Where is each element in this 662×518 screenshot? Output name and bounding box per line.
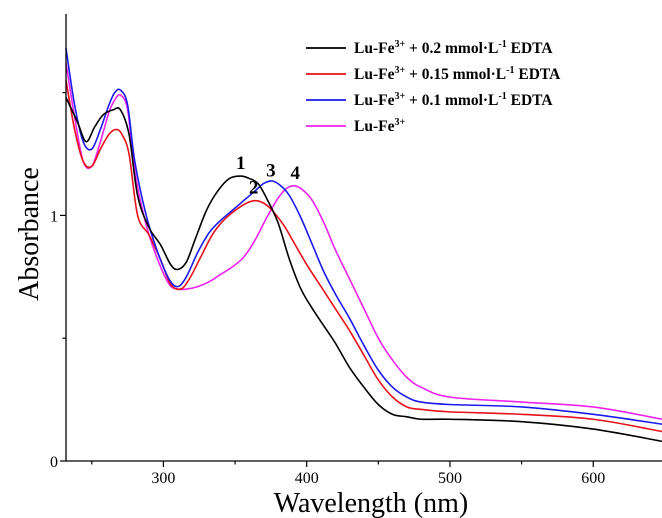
legend: Lu-Fe3+ + 0.2 mmol·L-1 EDTA Lu-Fe3+ + 0.1…	[306, 39, 561, 135]
x-tick-label: 600	[581, 470, 605, 487]
x-tick-label: 300	[151, 470, 175, 487]
legend-label-1: Lu-Fe3+ + 0.2 mmol·L-1 EDTA	[354, 39, 553, 57]
y-axis-title: Absorbance	[14, 167, 45, 301]
peak-label-1: 1	[236, 153, 246, 174]
x-tick-label: 500	[438, 470, 462, 487]
y-tick-label: 0	[50, 454, 58, 471]
plot-area	[65, 48, 662, 443]
x-axis-title: Wavelength (nm)	[274, 488, 468, 518]
peak-label-4: 4	[290, 163, 300, 184]
peak-annotations: 123 4	[236, 153, 300, 199]
peak-label-3: 3	[266, 160, 276, 181]
series-line-2	[65, 80, 662, 433]
series-line-4	[65, 62, 662, 421]
y-tick-label: 1	[50, 208, 58, 225]
legend-label-3: Lu-Fe3+ + 0.1 mmol·L-1 EDTA	[354, 91, 553, 109]
legend-label-2: Lu-Fe3+ + 0.15 mmol·L-1 EDTA	[354, 65, 561, 83]
series-line-1	[65, 97, 662, 443]
legend-label-4: Lu-Fe3+	[354, 117, 405, 135]
axes: 300 400 500 600 0 1	[50, 14, 662, 487]
x-tick-label: 400	[295, 470, 319, 487]
peak-label-2: 2	[249, 178, 259, 199]
series-line-3	[65, 48, 662, 425]
